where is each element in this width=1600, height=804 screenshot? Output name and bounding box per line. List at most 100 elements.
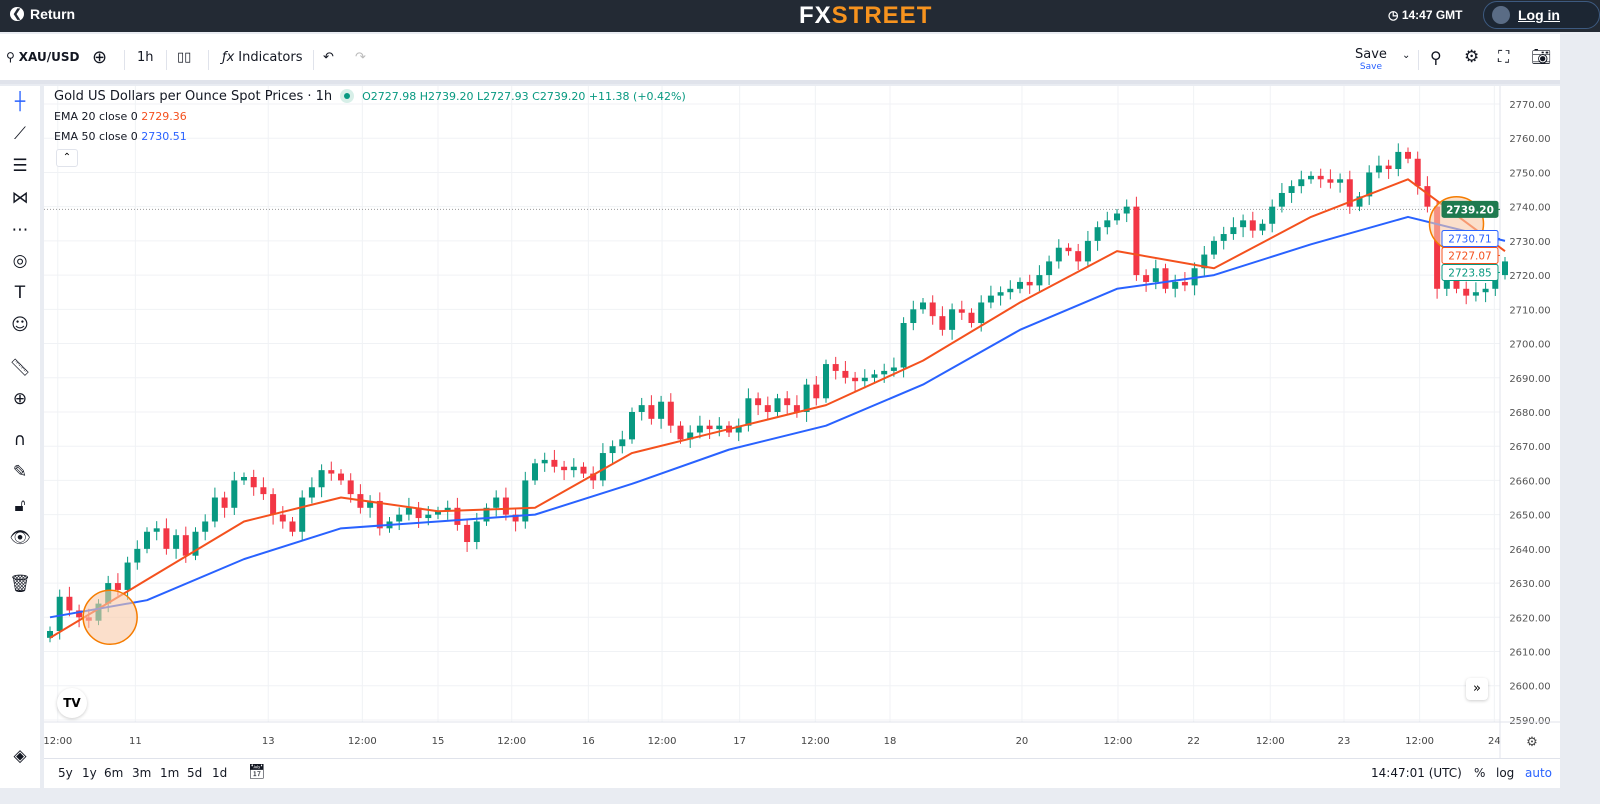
candle — [1114, 209, 1120, 225]
undo-icon[interactable]: ↶ — [323, 50, 334, 65]
candle — [842, 360, 849, 384]
candle-body — [793, 405, 800, 412]
ema50-label: EMA 50 close 0 — [54, 130, 138, 143]
emoji-icon[interactable]: ☺ — [11, 315, 29, 335]
horizontal-lines-icon[interactable]: ☰ — [12, 156, 28, 176]
candle-body — [367, 500, 374, 508]
candle-body — [1084, 240, 1091, 262]
candle — [1123, 199, 1130, 223]
symbol-search[interactable]: ⚲ XAU/USD — [6, 50, 79, 64]
utc-clock[interactable]: 14:47:01 (UTC) — [1371, 766, 1462, 780]
candle — [522, 471, 529, 529]
fxstreet-logo[interactable]: FXSTREET — [799, 2, 932, 30]
x-tick-label: 13 — [262, 736, 275, 747]
candle-body — [231, 480, 238, 508]
collapse-legend-chevron-up-icon[interactable]: ⌃ — [56, 149, 78, 167]
unlock-icon[interactable]: 🔓︎ — [14, 496, 26, 516]
prediction-icon[interactable]: ⋯ — [11, 220, 29, 240]
candle-body — [1094, 227, 1101, 241]
save-button[interactable]: Save Save — [1355, 47, 1387, 72]
market-status-icon — [340, 89, 355, 103]
save-dropdown-chevron-icon[interactable]: ⌄ — [1402, 50, 1411, 61]
compare-add-icon[interactable]: ⊕ — [92, 47, 108, 68]
candles-chart-type-icon[interactable]: ▯▯ — [177, 50, 192, 65]
candle — [1201, 246, 1208, 276]
candle-body — [435, 511, 441, 515]
range-3m[interactable]: 3m — [132, 766, 152, 780]
settings-gear-icon[interactable]: ⚙ — [1464, 47, 1480, 67]
range-5d[interactable]: 5d — [187, 766, 203, 780]
candle-body — [1346, 179, 1353, 207]
ema50-legend[interactable]: EMA 50 close 0 2730.51 — [54, 130, 686, 144]
candle-body — [1434, 206, 1441, 289]
goto-date-calendar-icon[interactable]: 📅︎ — [248, 764, 266, 780]
chart-toolbar: ⚲ XAU/USD ⊕ 1h ▯▯ ƒx Indicators ↶ ↷ Save Sa… — [0, 34, 1560, 84]
object-tree-layers-icon[interactable]: ◈ — [13, 746, 27, 766]
candle-body — [823, 364, 829, 399]
range-1m[interactable]: 1m — [160, 766, 180, 780]
text-icon[interactable]: T — [14, 283, 26, 303]
ema20-legend[interactable]: EMA 20 close 0 2729.36 — [54, 110, 686, 124]
price-label-last: 2739.20 — [1441, 200, 1500, 218]
candle-body — [861, 377, 868, 382]
x-tick-label: 23 — [1338, 736, 1351, 747]
candle-body — [1220, 234, 1227, 241]
price-label-close: 2723.85 — [1441, 263, 1500, 281]
crosshair-icon[interactable]: ┼ — [14, 92, 26, 112]
candle — [900, 317, 907, 378]
trend-line-icon[interactable]: ⟋ — [14, 124, 26, 144]
percent-toggle[interactable]: % — [1474, 766, 1486, 780]
candle — [803, 378, 810, 422]
auto-toggle[interactable]: auto — [1525, 766, 1553, 780]
candle-body — [144, 531, 150, 549]
candle — [308, 477, 315, 504]
candle — [1375, 155, 1382, 179]
return-button[interactable]: ❮ Return — [10, 6, 75, 22]
candle — [376, 492, 383, 536]
ruler-icon[interactable]: 📏︎ — [9, 358, 31, 378]
zoom-in-icon[interactable]: ⊕ — [12, 389, 28, 409]
candle — [1405, 147, 1411, 164]
redo-icon[interactable]: ↷ — [355, 50, 366, 65]
candle-body — [47, 630, 53, 638]
candle-body — [1366, 172, 1373, 197]
indicators-button[interactable]: ƒx Indicators — [222, 50, 303, 65]
range-5y[interactable]: 5y — [58, 766, 73, 780]
camera-screenshot-icon[interactable]: 📷︎ — [1531, 47, 1552, 66]
pattern-icon[interactable]: ⋈ — [11, 188, 29, 208]
price-chart[interactable]: 2590.00 2600.00 2610.00 2620.00 2630.00 2640.… — [43, 86, 1560, 758]
function-icon: ƒx — [222, 50, 235, 65]
candle-body — [687, 432, 694, 440]
candle-body — [551, 459, 558, 467]
x-tick-label: 12:00 — [44, 736, 72, 747]
candle — [1007, 280, 1014, 300]
candle — [774, 393, 781, 417]
y-tick-label: 2760.00 — [1509, 134, 1550, 145]
candle — [1075, 243, 1082, 270]
login-button[interactable]: Log in — [1483, 1, 1600, 29]
magnet-icon[interactable]: ∩ — [13, 430, 27, 450]
eye-icon[interactable]: 👁︎ — [9, 528, 31, 548]
chart-pane[interactable]: 2590.00 2600.00 2610.00 2620.00 2630.00 2640.… — [43, 86, 1560, 758]
candle — [289, 517, 296, 537]
scroll-to-realtime-icon[interactable]: » — [1466, 678, 1488, 700]
range-6m[interactable]: 6m — [104, 766, 124, 780]
search-icon: ⚲ — [6, 50, 15, 64]
interval-button[interactable]: 1h — [137, 50, 154, 65]
return-label: Return — [30, 6, 76, 22]
candle-body — [202, 521, 209, 532]
log-toggle[interactable]: log — [1496, 766, 1515, 780]
tradingview-logo[interactable]: TV — [57, 688, 87, 718]
range-1d[interactable]: 1d — [212, 766, 228, 780]
range-1y[interactable]: 1y — [82, 766, 97, 780]
candle — [1308, 171, 1314, 184]
trash-icon[interactable]: 🗑︎ — [9, 574, 31, 594]
lock-drawing-icon[interactable]: ✎ — [12, 462, 28, 482]
quick-search-icon[interactable]: ⚲ — [1430, 48, 1442, 67]
fullscreen-icon[interactable]: ⛶ — [1498, 47, 1510, 66]
brush-icon[interactable]: ◎ — [12, 251, 28, 271]
candle-body — [871, 374, 878, 378]
candle — [784, 391, 791, 414]
candle — [658, 395, 665, 429]
y-tick-label: 2720.00 — [1509, 271, 1550, 282]
